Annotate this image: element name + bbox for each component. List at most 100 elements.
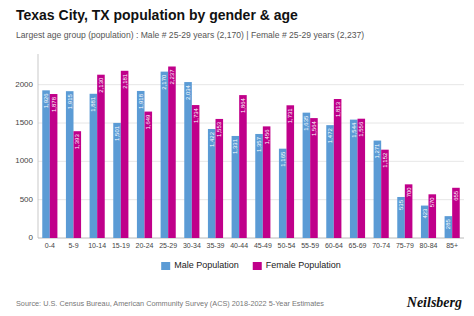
bar bbox=[145, 112, 153, 238]
bar bbox=[66, 91, 74, 238]
x-tick-label: 85+ bbox=[446, 242, 458, 249]
data-label: 570 bbox=[429, 197, 435, 208]
bar bbox=[239, 95, 247, 238]
data-label: 1,152 bbox=[382, 152, 388, 168]
x-tick-label: 15-19 bbox=[112, 242, 130, 249]
data-label: 1,864 bbox=[240, 97, 246, 113]
data-label: 2,170 bbox=[161, 74, 167, 90]
bar bbox=[42, 90, 50, 238]
data-label: 1,926 bbox=[43, 93, 49, 109]
x-tick-label: 45-49 bbox=[254, 242, 272, 249]
y-tick-label: 0 bbox=[29, 233, 34, 242]
x-tick-label: 30-34 bbox=[183, 242, 201, 249]
data-label: 2,034 bbox=[185, 84, 191, 100]
bar bbox=[326, 125, 334, 238]
data-label: 1,456 bbox=[264, 129, 270, 145]
data-label: 700 bbox=[406, 187, 412, 198]
x-tick-label: 40-44 bbox=[230, 242, 248, 249]
bar bbox=[350, 120, 358, 238]
bar bbox=[216, 119, 224, 238]
title: Texas City, TX population by gender & ag… bbox=[16, 7, 298, 23]
data-label: 1,881 bbox=[90, 96, 96, 112]
data-label: 1,649 bbox=[145, 114, 151, 130]
bar bbox=[97, 75, 105, 238]
data-labels: 1,926 1,915 1,881 1,501 1,918 2,170 2,034 1,422… bbox=[43, 69, 459, 229]
bar bbox=[445, 216, 453, 238]
data-label: 1,422 bbox=[209, 131, 215, 147]
y-tick-label: 1000 bbox=[15, 156, 33, 165]
x-tick-label: 5-9 bbox=[68, 242, 78, 249]
bar bbox=[161, 72, 169, 238]
x-tick-label: 10-14 bbox=[88, 242, 106, 249]
data-label: 1,734 bbox=[193, 107, 199, 123]
y-tick-label: 1500 bbox=[15, 118, 33, 127]
bar bbox=[184, 82, 192, 238]
data-label: 1,271 bbox=[374, 143, 380, 159]
bar bbox=[429, 194, 437, 238]
data-label: 2,130 bbox=[98, 77, 104, 93]
bar bbox=[374, 141, 382, 238]
bar bbox=[421, 206, 429, 238]
chart: Texas City, TX population by gender & ag… bbox=[0, 0, 474, 316]
bar bbox=[358, 119, 366, 238]
y-tick-label: 2000 bbox=[15, 80, 33, 89]
bar bbox=[121, 71, 129, 238]
bar bbox=[397, 197, 405, 238]
data-label: 1,165 bbox=[280, 151, 286, 167]
legend-swatch bbox=[253, 262, 262, 270]
x-tick-label: 60-64 bbox=[325, 242, 343, 249]
data-label: 1,556 bbox=[358, 121, 364, 137]
legend: Male Population Female Population bbox=[161, 260, 341, 270]
bar bbox=[452, 188, 460, 238]
legend-label: Female Population bbox=[266, 260, 341, 270]
bar bbox=[279, 149, 287, 238]
data-label: 1,544 bbox=[351, 122, 357, 138]
x-tick-label: 0-4 bbox=[45, 242, 55, 249]
data-label: 2,181 bbox=[122, 73, 128, 89]
bar bbox=[232, 136, 240, 238]
x-tick-label: 65-69 bbox=[349, 242, 367, 249]
x-tick-label: 80-84 bbox=[420, 242, 438, 249]
bar bbox=[168, 66, 176, 238]
bar bbox=[74, 131, 82, 238]
data-label: 1,915 bbox=[67, 94, 73, 110]
data-label: 423 bbox=[422, 208, 428, 219]
data-label: 1,564 bbox=[311, 120, 317, 136]
x-tick-label: 35-39 bbox=[207, 242, 225, 249]
bar bbox=[310, 118, 318, 238]
data-label: 1,501 bbox=[114, 125, 120, 141]
source: Source: U.S. Census Bureau, American Com… bbox=[16, 299, 324, 308]
data-label: 1,635 bbox=[303, 115, 309, 131]
data-label: 1,553 bbox=[216, 121, 222, 137]
legend-label: Male Population bbox=[174, 260, 239, 270]
bar bbox=[90, 94, 98, 238]
bar bbox=[113, 123, 121, 238]
bar bbox=[381, 150, 389, 238]
x-tick-label: 75-79 bbox=[396, 242, 414, 249]
legend-swatch bbox=[161, 262, 170, 270]
bar bbox=[263, 126, 271, 238]
data-label: 1,331 bbox=[232, 138, 238, 154]
bar bbox=[50, 94, 58, 238]
data-label: 1,472 bbox=[327, 127, 333, 143]
data-label: 1,918 bbox=[138, 93, 144, 109]
data-label: 1,878 bbox=[51, 96, 57, 112]
bar bbox=[334, 99, 342, 238]
x-tick-label: 50-54 bbox=[278, 242, 296, 249]
data-label: 2,237 bbox=[169, 69, 175, 85]
data-label: 655 bbox=[453, 190, 459, 201]
bars bbox=[42, 66, 459, 238]
data-label: 1,357 bbox=[256, 136, 262, 152]
data-label: 535 bbox=[398, 199, 404, 210]
bar bbox=[287, 105, 295, 238]
bar bbox=[208, 129, 216, 238]
x-tick-label: 70-74 bbox=[372, 242, 390, 249]
background bbox=[0, 0, 474, 316]
subtitle: Largest age group (population) : Male # … bbox=[16, 30, 364, 40]
data-label: 1,813 bbox=[335, 101, 341, 117]
y-tick-label: 500 bbox=[20, 195, 34, 204]
x-tick-label: 25-29 bbox=[159, 242, 177, 249]
x-tick-label: 55-59 bbox=[301, 242, 319, 249]
bar bbox=[137, 91, 145, 238]
bar bbox=[255, 134, 263, 238]
